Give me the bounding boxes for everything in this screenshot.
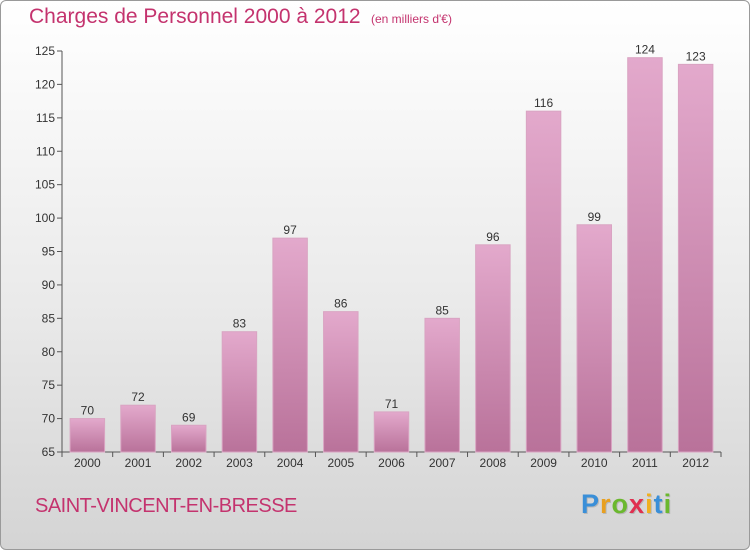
x-tick-label-2002: 2002 [175, 456, 202, 470]
bar-2006 [373, 411, 410, 453]
logo-letter: t [653, 489, 664, 519]
y-tick-label: 85 [42, 311, 56, 325]
data-label-2012: 123 [686, 49, 706, 63]
bar-2004 [272, 237, 308, 453]
bar-2002 [170, 424, 207, 453]
bar-2012 [677, 63, 714, 453]
x-axis: 2000 2001 2002 2003 2004 2005 2006 2007 2008 2009… [61, 451, 722, 470]
data-label-2001: 72 [131, 390, 145, 404]
bar-2008 [475, 244, 511, 453]
y-tick-label: 100 [35, 211, 55, 225]
y-tick-label: 120 [35, 77, 55, 91]
logo-letter: i [663, 489, 673, 519]
logo-letter: o [611, 489, 630, 519]
x-tick-label-2004: 2004 [277, 456, 304, 470]
commune-name: SAINT-VINCENT-EN-BRESSE [35, 495, 297, 517]
bar-2005 [323, 311, 359, 453]
y-axis: 65 70 75 80 85 90 95 100 105 110 115 120 125 [35, 44, 63, 459]
data-label-2009: 116 [534, 96, 553, 110]
x-tick-label-2011: 2011 [632, 456, 658, 470]
y-tick-label: 115 [36, 111, 55, 125]
y-tick-label: 110 [36, 144, 55, 158]
data-label-2008: 96 [486, 230, 500, 244]
x-tick-label-2012: 2012 [682, 456, 709, 470]
bar-2010 [576, 224, 613, 453]
logo-letter: r [600, 489, 612, 519]
data-label-2002: 69 [182, 410, 196, 424]
x-tick-label-2005: 2005 [327, 456, 354, 470]
x-tick-label-2000: 2000 [74, 456, 101, 470]
x-tick-label-2008: 2008 [480, 456, 507, 470]
bar-2001 [120, 404, 156, 453]
data-label-2007: 85 [436, 303, 450, 317]
x-tick-label-2001: 2001 [125, 456, 152, 470]
y-tick-label: 90 [42, 278, 56, 292]
bar-2007 [424, 317, 460, 453]
bar-2009 [525, 110, 562, 453]
logo-letter: P [581, 489, 601, 519]
x-tick-label-2006: 2006 [378, 456, 405, 470]
proxiti-logo: Proxiti [581, 489, 672, 520]
data-label-2003: 83 [233, 317, 247, 331]
y-tick-label: 70 [42, 412, 56, 426]
data-label-2004: 97 [283, 223, 297, 237]
x-tick-label-2010: 2010 [581, 456, 608, 470]
data-label-2010: 99 [588, 210, 602, 224]
x-tick-label-2003: 2003 [226, 456, 253, 470]
x-tick-label-2007: 2007 [429, 456, 456, 470]
y-tick-label: 65 [42, 445, 56, 459]
logo-letter: i [645, 489, 654, 519]
data-label-2011: 124 [635, 43, 655, 57]
y-tick-label: 80 [42, 345, 56, 359]
bar-2003 [221, 331, 258, 453]
logo-letter: x [629, 489, 646, 519]
data-label-2005: 86 [334, 297, 348, 311]
y-tick-label: 95 [42, 245, 56, 259]
bar-2011 [627, 57, 663, 453]
y-tick-label: 105 [35, 178, 55, 192]
chart-subtitle: (en milliers d'€) [371, 12, 452, 26]
bars: 70 72 69 83 97 86 71 85 96 116 99 124 123 [69, 43, 714, 453]
chart-title: Charges de Personnel 2000 à 2012 [29, 5, 361, 28]
data-label-2006: 71 [385, 397, 399, 411]
bar-2000 [69, 418, 106, 453]
data-label-2000: 70 [81, 404, 95, 418]
x-tick-label-2009: 2009 [530, 456, 557, 470]
y-tick-label: 125 [35, 44, 55, 58]
y-tick-label: 75 [42, 378, 56, 392]
